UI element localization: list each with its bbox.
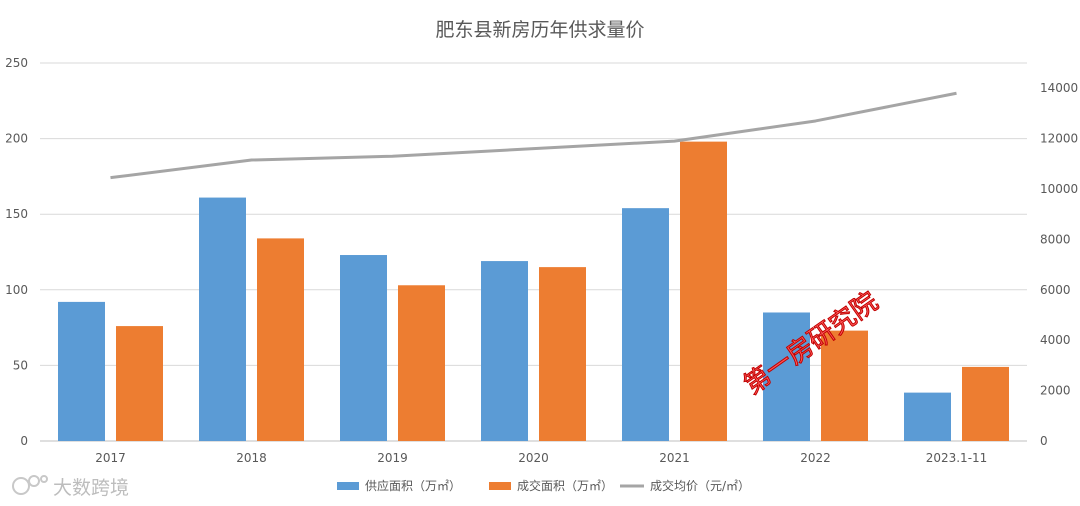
right-tick-label: 8000 [1040, 232, 1071, 246]
bar [962, 366, 1009, 441]
x-tick-label: 2020 [518, 451, 549, 465]
left-tick-label: 0 [20, 434, 28, 448]
price-line [110, 91, 957, 180]
left-tick-label: 100 [5, 283, 28, 297]
grid-lines [40, 62, 1027, 442]
bar [340, 255, 387, 441]
right-tick-label: 12000 [1040, 132, 1078, 146]
bar [821, 330, 868, 441]
right-tick-label: 2000 [1040, 384, 1071, 398]
bars [58, 141, 1009, 441]
bar [680, 141, 727, 441]
right-tick-label: 4000 [1040, 333, 1071, 347]
legend: 供应面积（万㎡） 成交面积（万㎡） 成交均价（元/㎡） [337, 478, 750, 493]
bar [116, 326, 163, 441]
legend-label: 成交均价（元/㎡） [650, 478, 750, 493]
x-tick-label: 2018 [236, 451, 267, 465]
bar [398, 285, 445, 441]
right-tick-label: 0 [1040, 434, 1048, 448]
left-tick-label: 50 [13, 358, 28, 372]
bar [58, 301, 105, 441]
legend-swatch [337, 482, 359, 490]
bar [257, 238, 304, 441]
legend-label: 成交面积（万㎡） [517, 478, 613, 493]
chart-title: 肥东县新房历年供求量价 [435, 19, 644, 41]
legend-label: 供应面积（万㎡） [365, 478, 461, 493]
x-tick-label: 2017 [95, 451, 126, 465]
right-axis: 0 2000 4000 6000 8000 10000 12000 14000 [1040, 81, 1078, 448]
price-line-path [110, 91, 957, 180]
bar [904, 392, 951, 441]
left-tick-label: 200 [5, 132, 28, 146]
watermark-logo-icon [12, 475, 48, 495]
x-tick-label: 2023.1-11 [926, 451, 988, 465]
watermark-text: 大数跨境 [53, 477, 129, 499]
left-tick-label: 150 [5, 207, 28, 221]
bar [539, 267, 586, 441]
x-tick-label: 2022 [800, 451, 831, 465]
bar [622, 208, 669, 441]
bar [763, 312, 810, 441]
right-tick-label: 10000 [1040, 182, 1078, 196]
right-tick-label: 6000 [1040, 283, 1071, 297]
legend-swatch [489, 482, 511, 490]
right-tick-label: 14000 [1040, 81, 1078, 95]
bar [199, 197, 246, 441]
x-axis: 2017 2018 2019 2020 2021 2022 2023.1-11 [95, 451, 987, 465]
bar [481, 261, 528, 441]
left-axis: 0 50 100 150 200 250 [5, 56, 28, 448]
x-tick-label: 2019 [377, 451, 408, 465]
left-tick-label: 250 [5, 56, 28, 70]
x-tick-label: 2021 [659, 451, 690, 465]
